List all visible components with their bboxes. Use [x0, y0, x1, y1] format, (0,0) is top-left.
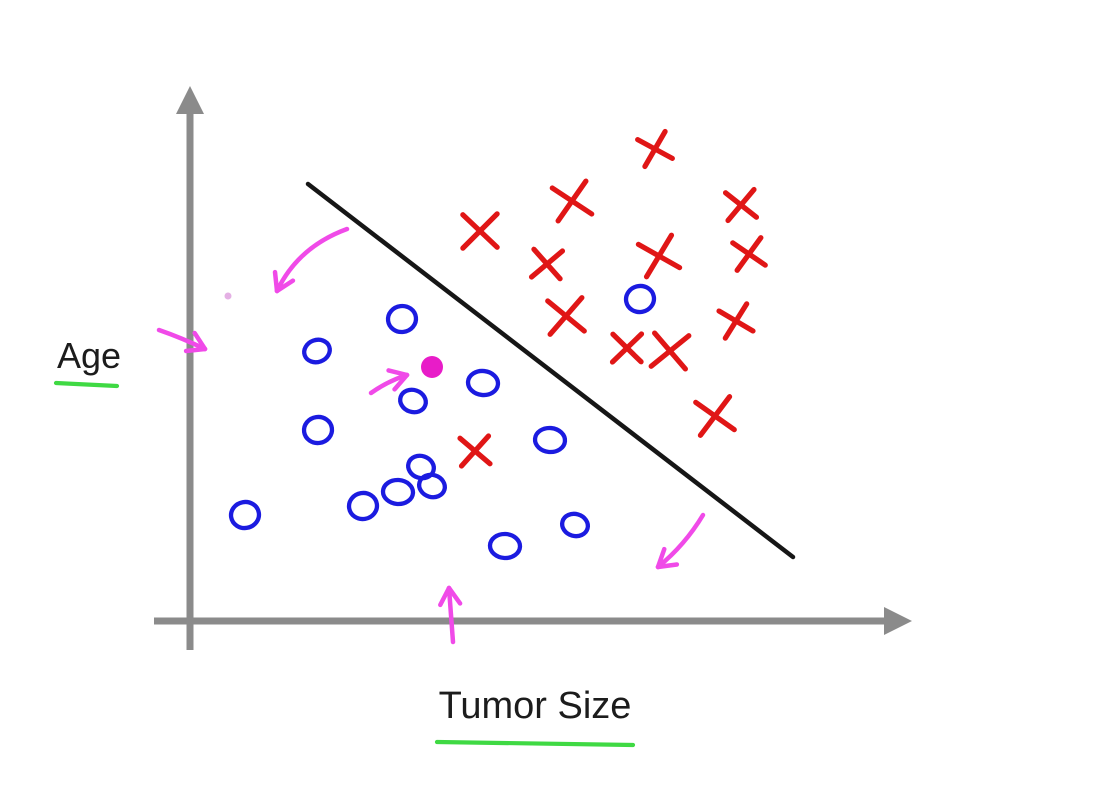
x-axis-label: Tumor Size [439, 685, 632, 727]
data-point-circle [465, 368, 501, 398]
data-point-x [460, 211, 500, 251]
x-stroke [722, 301, 750, 341]
data-point-x [528, 246, 566, 282]
x-stroke [460, 211, 500, 251]
annotations [53, 226, 706, 748]
arrow-toward-boundary-top-left-head [272, 269, 280, 294]
data-point-circle [302, 337, 332, 365]
tumor-size-underline [434, 739, 636, 748]
x-stroke [725, 186, 757, 224]
data-point-circle [380, 477, 416, 507]
age-underline [53, 380, 120, 389]
data-point-x [635, 128, 675, 170]
x-stroke [643, 232, 675, 280]
data-points [228, 128, 768, 561]
decision-boundary-line [305, 181, 796, 560]
arrow-toward-boundary-bottom-right-head [655, 562, 680, 570]
data-point-x [635, 232, 683, 280]
arrow-toward-boundary-bottom-right-head [655, 546, 667, 570]
data-point-x [545, 295, 587, 337]
data-point-x [549, 178, 595, 224]
arrow-toward-boundary-top-left-head [274, 278, 296, 294]
arrow-at-age-level-head [192, 330, 208, 352]
arrow-toward-boundary-top-left [274, 226, 350, 294]
data-point-circle [301, 414, 335, 446]
data-point-circle [406, 453, 436, 481]
data-point-circle [532, 425, 568, 455]
arrow-toward-boundary-bottom-right [655, 512, 706, 570]
highlighted-example-dot [421, 356, 443, 378]
y-axis-label: Age [57, 335, 121, 376]
data-point-circle [487, 531, 523, 561]
data-point-circle [417, 472, 447, 500]
x-stroke [734, 235, 764, 273]
x-stroke [609, 331, 645, 365]
x-stroke [697, 394, 733, 438]
data-point-x [457, 433, 493, 469]
arrow-up-from-x-axis-head [446, 585, 463, 606]
data-point-circle [623, 283, 657, 315]
data-point-circle [385, 303, 419, 335]
x-axis-arrowhead [884, 607, 912, 635]
data-point-circle [559, 511, 591, 539]
data-point-x [648, 330, 692, 372]
data-point-circle [398, 387, 428, 415]
data-point-circle [228, 499, 262, 531]
decision-boundary [305, 181, 796, 560]
y-axis-arrowhead [176, 86, 204, 114]
x-stroke [458, 433, 492, 469]
data-point-x [716, 301, 756, 341]
x-stroke [547, 295, 585, 337]
data-point-x [693, 394, 737, 438]
arrow-to-highlight-dot-head [392, 372, 410, 392]
x-stroke [642, 128, 668, 170]
x-stroke [528, 248, 566, 280]
data-point-x [609, 331, 645, 365]
arrow-up-from-x-axis [446, 585, 456, 645]
stray-pen-dot [224, 292, 232, 300]
data-point-x [730, 235, 768, 273]
data-point-circle [346, 490, 380, 522]
axes [154, 86, 912, 650]
x-stroke [648, 333, 692, 369]
arrow-to-highlight-dot-head [386, 368, 410, 378]
arrow-at-age-level-head [183, 346, 208, 354]
data-point-x [722, 186, 760, 224]
arrow-up-from-x-axis-head [438, 585, 452, 608]
x-stroke [555, 178, 589, 224]
